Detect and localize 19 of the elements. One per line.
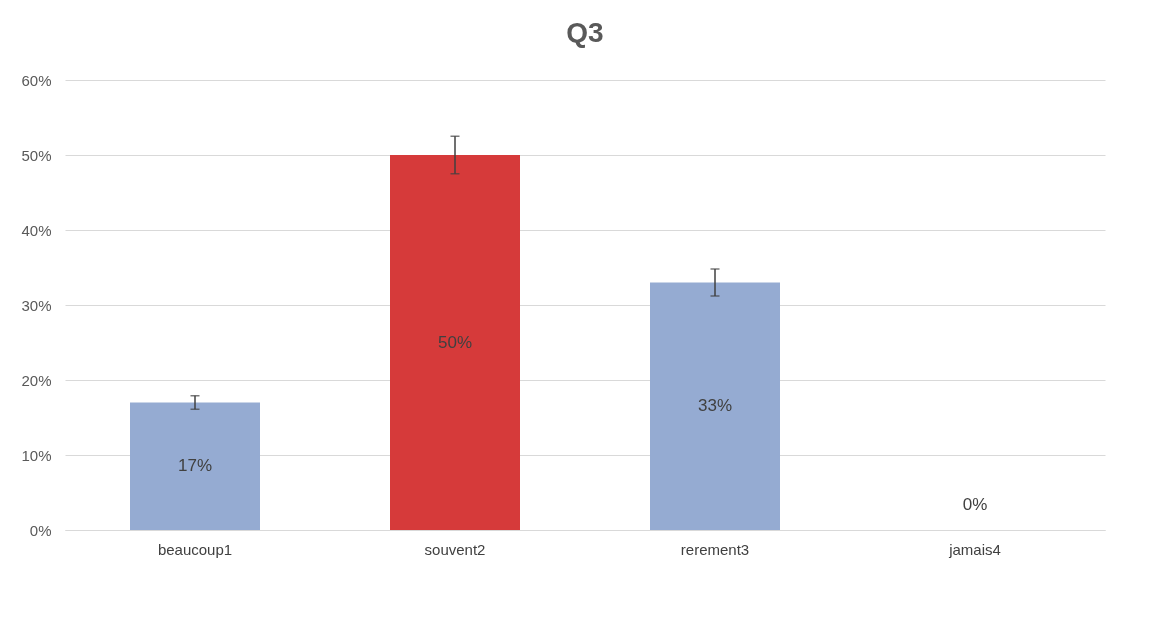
y-tick-label: 20% (21, 371, 52, 389)
y-tick-label: 60% (21, 71, 52, 89)
bar (130, 402, 260, 530)
y-tick-label: 0% (29, 521, 52, 539)
data-label: 17% (177, 456, 213, 476)
bar (390, 155, 520, 530)
y-tick-label: 50% (21, 146, 52, 164)
data-label: 50% (437, 332, 473, 352)
x-tick-label: jamais4 (948, 540, 1001, 558)
x-tick-label: souvent2 (424, 540, 486, 558)
x-tick-label: beaucoup1 (157, 540, 233, 558)
y-tick-label: 30% (21, 296, 52, 314)
y-tick-label: 40% (21, 221, 52, 239)
data-label: 0% (962, 495, 988, 514)
x-tick-label: rerement3 (680, 540, 750, 558)
y-tick-label: 10% (21, 446, 52, 464)
chart-title: Q3 (566, 17, 604, 48)
data-label: 33% (697, 396, 733, 416)
bar (650, 282, 780, 530)
